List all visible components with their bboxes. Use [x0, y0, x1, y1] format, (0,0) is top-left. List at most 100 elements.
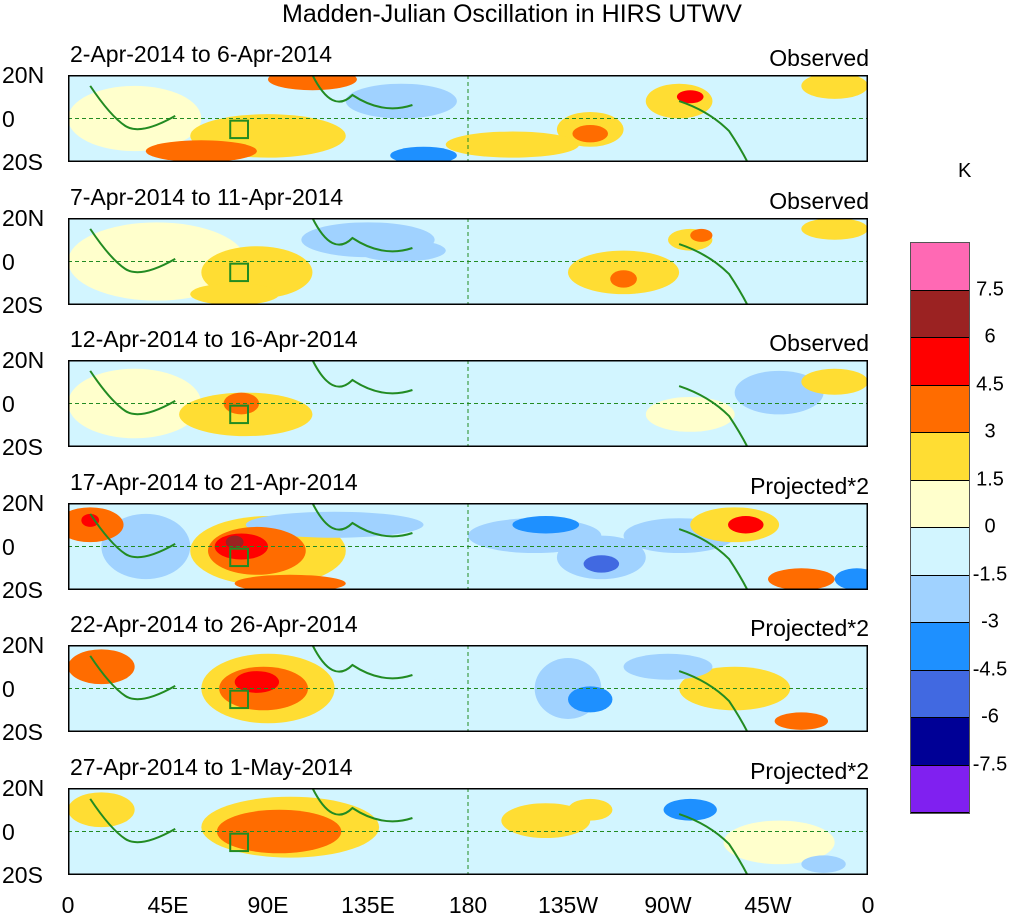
index-box — [229, 262, 250, 283]
panel-date-label: 22-Apr-2014 to 26-Apr-2014 — [70, 611, 358, 637]
anomaly-contour — [676, 90, 704, 104]
anomaly-contour — [801, 855, 846, 873]
panel-type-label: Observed — [769, 188, 869, 214]
lon-tick-label: 180 — [448, 892, 488, 918]
anomaly-contour — [768, 568, 835, 590]
coastline — [89, 503, 749, 590]
map-panel — [68, 75, 868, 162]
colorbar-swatch — [911, 433, 969, 481]
panel-frame — [68, 645, 868, 732]
anomaly-contour — [112, 666, 202, 732]
lon-tick-label: 45W — [744, 892, 792, 918]
lat-tick-label: 20S — [2, 434, 43, 460]
anomaly-contour — [623, 653, 713, 680]
colorbar-tick-label: -1.5 — [972, 563, 1008, 585]
lat-tick-label: 0 — [2, 248, 15, 275]
map-panel — [68, 218, 868, 305]
panel-frame — [68, 503, 868, 590]
anomaly-contour — [801, 218, 868, 240]
anomaly-contour — [663, 798, 717, 821]
anomaly-contour — [190, 283, 280, 305]
panel-type-label: Projected*2 — [750, 758, 869, 784]
anomaly-contour — [68, 222, 246, 301]
anomaly-contour — [234, 574, 346, 590]
index-box — [229, 547, 250, 568]
colorbar-tick-label: -6 — [981, 705, 999, 728]
anomaly-contour — [223, 392, 260, 415]
colorbar-tick-label: 1.5 — [976, 468, 1004, 490]
lat-tick-label: 0 — [2, 390, 15, 417]
anomaly-contour — [568, 798, 613, 821]
panel-date-label: 17-Apr-2014 to 21-Apr-2014 — [70, 469, 358, 495]
lat-tick-label: 20S — [2, 149, 43, 175]
colorbar-swatch — [911, 528, 969, 576]
lon-tick-label: 90E — [247, 892, 289, 918]
coastline — [89, 218, 749, 305]
anomaly-contour — [145, 140, 257, 162]
anomaly-contour — [445, 131, 580, 158]
panel-type-label: Observed — [769, 330, 869, 356]
lat-tick-label: 20S — [2, 292, 43, 318]
colorbar-swatch — [911, 243, 969, 291]
lon-tick-label: 135E — [341, 892, 395, 918]
lat-tick-label: 20N — [2, 632, 45, 658]
panel-frame — [68, 360, 868, 447]
colorbar-swatch — [911, 765, 969, 813]
colorbar-swatch — [911, 623, 969, 671]
lat-tick-label: 0 — [2, 105, 15, 132]
anomaly-contour — [356, 824, 446, 860]
anomaly-contour — [690, 228, 713, 242]
coastline — [89, 360, 749, 447]
lat-tick-label: 20N — [2, 347, 45, 373]
chart-title: Madden-Julian Oscillation in HIRS UTWV — [282, 0, 742, 28]
lat-tick-label: 0 — [2, 533, 15, 560]
lon-tick-label: 0 — [861, 892, 875, 918]
anomaly-contour — [268, 75, 357, 91]
anomaly-contour — [512, 392, 646, 437]
anomaly-contour — [728, 516, 764, 534]
colorbar-tick-label: -7.5 — [972, 753, 1008, 775]
panel-date-label: 12-Apr-2014 to 16-Apr-2014 — [70, 326, 358, 352]
colorbar-swatch — [911, 480, 969, 528]
lon-tick-label: 90W — [644, 892, 692, 918]
coastline — [89, 645, 749, 732]
colorbar-tick-label: 3 — [984, 420, 996, 443]
anomaly-contour — [734, 246, 868, 299]
anomaly-contour — [390, 146, 457, 162]
panel-type-label: Projected*2 — [750, 615, 869, 641]
anomaly-contour — [68, 649, 135, 685]
anomaly-contour — [645, 83, 713, 119]
anomaly-contour — [345, 83, 457, 119]
panel-frame — [68, 788, 868, 875]
colorbar-swatch — [911, 670, 969, 718]
colorbar-swatch — [911, 718, 969, 766]
colorbar-swatch — [911, 290, 969, 338]
lat-tick-label: 20N — [2, 490, 45, 516]
anomaly-contour — [379, 653, 468, 680]
anomaly-contour — [610, 270, 637, 288]
panel-date-label: 27-Apr-2014 to 1-May-2014 — [70, 754, 353, 780]
anomaly-contour — [774, 712, 828, 730]
colorbar-swatch — [911, 385, 969, 433]
anomaly-contour — [234, 671, 280, 693]
colorbar-units: K — [958, 160, 972, 182]
colorbar-tick-label: 6 — [984, 325, 996, 348]
lat-tick-label: 20N — [2, 62, 45, 88]
lon-tick-label: 135W — [537, 892, 599, 918]
colorbar-tick-label: -4.5 — [972, 658, 1008, 680]
index-box — [229, 689, 250, 710]
index-box — [229, 119, 250, 140]
colorbar-swatch — [911, 575, 969, 623]
map-panel — [68, 503, 868, 590]
lon-tick-label: 0 — [61, 892, 75, 918]
anomaly-contour — [801, 75, 868, 99]
panel-date-label: 7-Apr-2014 to 11-Apr-2014 — [70, 184, 344, 210]
panel-type-label: Projected*2 — [750, 473, 869, 499]
panel-frame — [68, 218, 868, 305]
index-box — [229, 832, 250, 853]
anomaly-contour — [645, 396, 735, 432]
anomaly-contour — [834, 568, 868, 590]
lat-tick-label: 20S — [2, 577, 43, 603]
lat-tick-label: 20N — [2, 775, 45, 801]
lat-tick-label: 20S — [2, 719, 43, 745]
